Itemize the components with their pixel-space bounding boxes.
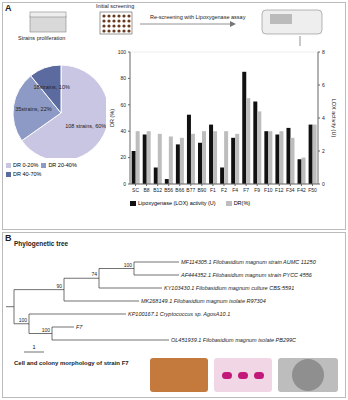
svg-text:B12: B12 (153, 187, 162, 193)
svg-text:18strains, 10%: 18strains, 10% (33, 84, 69, 90)
svg-text:F4: F4 (232, 187, 238, 193)
svg-text:B56: B56 (164, 187, 173, 193)
html-text:DR 0-20%: DR 0-20% (13, 162, 39, 168)
svg-text:4: 4 (322, 115, 325, 121)
svg-text:KP100167.1 Cryptococcus sp. Ag: KP100167.1 Cryptococcus sp. AgosA10.1 (128, 311, 230, 317)
svg-text:0: 0 (322, 181, 325, 187)
svg-text:60: 60 (120, 102, 126, 108)
svg-text:F9: F9 (254, 187, 260, 193)
svg-text:35strains, 22%: 35strains, 22% (15, 106, 51, 112)
svg-text:F34: F34 (286, 187, 295, 193)
svg-text:B66: B66 (175, 187, 184, 193)
svg-text:F42: F42 (297, 187, 306, 193)
svg-text:KY103430.1 Filobasidium magnum: KY103430.1 Filobasidium magnum culture C… (164, 285, 294, 291)
svg-text:F12: F12 (275, 187, 284, 193)
svg-text:80: 80 (120, 75, 126, 81)
svg-text:F10: F10 (264, 187, 273, 193)
svg-text:40: 40 (120, 128, 126, 134)
svg-text:6: 6 (322, 82, 325, 88)
html-text:Strains proliferation: Strains proliferation (18, 35, 66, 41)
html-text:DR 20-40%: DR 20-40% (48, 162, 77, 168)
svg-text:F2: F2 (221, 187, 227, 193)
html-text:DR 40-70%: DR 40-70% (13, 171, 42, 177)
svg-text:20: 20 (120, 154, 126, 160)
svg-text:8: 8 (322, 49, 325, 55)
svg-text:0: 0 (123, 181, 126, 187)
svg-text:MF114305.1 Filobasidium magnum: MF114305.1 Filobasidium magnum strain AU… (181, 259, 317, 265)
svg-text:F1: F1 (210, 187, 216, 193)
html-text:B: B (5, 233, 12, 243)
svg-text:74: 74 (91, 271, 97, 277)
svg-text:B77: B77 (186, 187, 195, 193)
html-text:A: A (5, 3, 12, 13)
svg-text:100: 100 (124, 262, 133, 268)
svg-text:100: 100 (42, 327, 51, 333)
svg-text:90: 90 (56, 283, 62, 289)
html-text:Initial screening: Initial screening (96, 3, 135, 9)
svg-text:100: 100 (118, 49, 127, 55)
html-text:DR(%): DR(%) (233, 200, 251, 206)
svg-text:B90: B90 (197, 187, 206, 193)
svg-text:B8: B8 (144, 187, 150, 193)
svg-text:F7: F7 (76, 324, 83, 330)
svg-text:108 strains, 60%: 108 strains, 60% (65, 123, 106, 129)
svg-text:AF444352.1 Filobasidium magnum: AF444352.1 Filobasidium magnum strain PY… (180, 272, 313, 278)
html-text:Phylogenetic tree: Phylogenetic tree (14, 240, 69, 247)
svg-text:1: 1 (32, 344, 35, 350)
html-text:Lipoxygenase (LOX) activity (U: Lipoxygenase (LOX) activity (U) (138, 200, 216, 206)
html-text:Cell and colony morphology of: Cell and colony morphology of strain F7 (14, 360, 129, 366)
svg-text:F7: F7 (243, 187, 249, 193)
html-text:Re-screening with Lipoxygenase: Re-screening with Lipoxygenase assay (150, 14, 246, 20)
svg-text:F50: F50 (308, 187, 317, 193)
svg-text:LOX activity (U): LOX activity (U) (331, 99, 337, 138)
svg-text:2: 2 (322, 148, 325, 154)
svg-text:OL451939.1 Filobasidium magnum: OL451939.1 Filobasidium magnum isolate P… (171, 337, 296, 343)
svg-text:100: 100 (19, 317, 28, 323)
svg-text:DR (%): DR (%) (109, 109, 115, 127)
svg-text:SC: SC (132, 187, 139, 193)
svg-text:MK268149.1 Filobasidium magnum: MK268149.1 Filobasidium magnum isolate R… (141, 298, 266, 304)
